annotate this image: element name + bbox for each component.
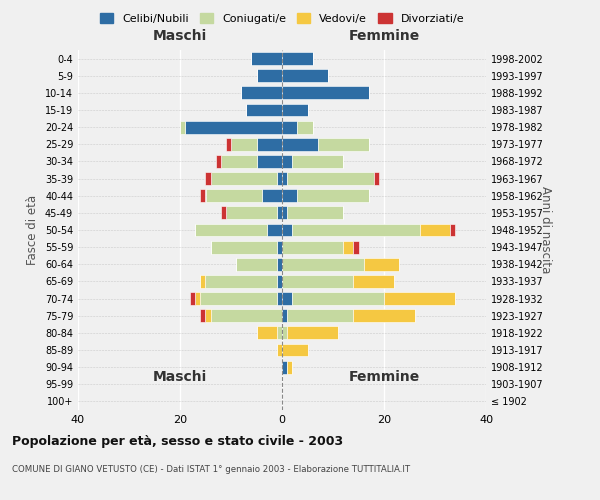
Bar — [292, 292, 384, 305]
Bar — [221, 155, 257, 168]
Bar — [343, 240, 353, 254]
Bar — [298, 120, 313, 134]
Bar — [277, 206, 282, 220]
Bar — [292, 155, 343, 168]
Bar — [277, 292, 282, 305]
Legend: Celibi/Nubili, Coniugati/e, Vedovi/e, Divorziati/e: Celibi/Nubili, Coniugati/e, Vedovi/e, Di… — [95, 9, 469, 29]
Bar — [282, 326, 287, 340]
Bar — [282, 292, 292, 305]
Bar — [196, 224, 267, 236]
Bar — [287, 206, 343, 220]
Bar — [287, 310, 353, 322]
Bar — [282, 172, 287, 185]
Bar — [420, 224, 451, 236]
Bar — [205, 275, 277, 288]
Bar — [241, 86, 282, 100]
Text: Femmine: Femmine — [349, 29, 419, 43]
Bar — [282, 240, 343, 254]
Bar — [196, 292, 200, 305]
Bar — [282, 52, 313, 65]
Bar — [200, 190, 206, 202]
Y-axis label: Anni di nascita: Anni di nascita — [539, 186, 552, 274]
Bar — [353, 275, 394, 288]
Bar — [257, 70, 282, 82]
Bar — [226, 138, 231, 150]
Bar — [292, 224, 420, 236]
Bar — [257, 155, 282, 168]
Bar — [277, 326, 282, 340]
Bar — [277, 240, 282, 254]
Bar — [287, 172, 374, 185]
Bar — [282, 138, 318, 150]
Bar — [364, 258, 400, 270]
Bar — [282, 360, 287, 374]
Bar — [231, 138, 257, 150]
Text: COMUNE DI GIANO VETUSTO (CE) - Dati ISTAT 1° gennaio 2003 - Elaborazione TUTTITA: COMUNE DI GIANO VETUSTO (CE) - Dati ISTA… — [12, 465, 410, 474]
Bar — [180, 120, 185, 134]
Bar — [211, 172, 277, 185]
Y-axis label: Fasce di età: Fasce di età — [26, 195, 39, 265]
Bar — [200, 310, 206, 322]
Bar — [262, 190, 282, 202]
Bar — [206, 172, 211, 185]
Bar — [282, 310, 287, 322]
Bar — [282, 155, 292, 168]
Bar — [282, 224, 292, 236]
Bar — [318, 138, 369, 150]
Text: Maschi: Maschi — [153, 370, 207, 384]
Bar — [374, 172, 379, 185]
Text: Popolazione per età, sesso e stato civile - 2003: Popolazione per età, sesso e stato civil… — [12, 435, 343, 448]
Bar — [190, 292, 196, 305]
Bar — [211, 240, 277, 254]
Bar — [277, 172, 282, 185]
Bar — [236, 258, 277, 270]
Bar — [282, 275, 353, 288]
Bar — [298, 190, 369, 202]
Bar — [200, 275, 206, 288]
Bar — [282, 190, 298, 202]
Bar — [205, 190, 262, 202]
Bar — [257, 326, 277, 340]
Bar — [221, 206, 226, 220]
Bar — [277, 344, 282, 356]
Bar — [251, 52, 282, 65]
Bar — [282, 104, 308, 117]
Bar — [257, 138, 282, 150]
Text: Maschi: Maschi — [153, 29, 207, 43]
Bar — [353, 310, 415, 322]
Bar — [282, 344, 308, 356]
Bar — [282, 120, 298, 134]
Bar — [226, 206, 277, 220]
Bar — [277, 258, 282, 270]
Bar — [451, 224, 455, 236]
Bar — [185, 120, 282, 134]
Bar — [282, 206, 287, 220]
Bar — [216, 155, 221, 168]
Bar — [247, 104, 282, 117]
Bar — [282, 86, 369, 100]
Bar — [267, 224, 282, 236]
Bar — [277, 275, 282, 288]
Bar — [353, 240, 359, 254]
Bar — [200, 292, 277, 305]
Bar — [282, 258, 364, 270]
Bar — [287, 326, 338, 340]
Bar — [211, 310, 282, 322]
Bar — [206, 310, 211, 322]
Text: Femmine: Femmine — [349, 370, 419, 384]
Bar — [282, 70, 328, 82]
Bar — [287, 360, 292, 374]
Bar — [384, 292, 455, 305]
